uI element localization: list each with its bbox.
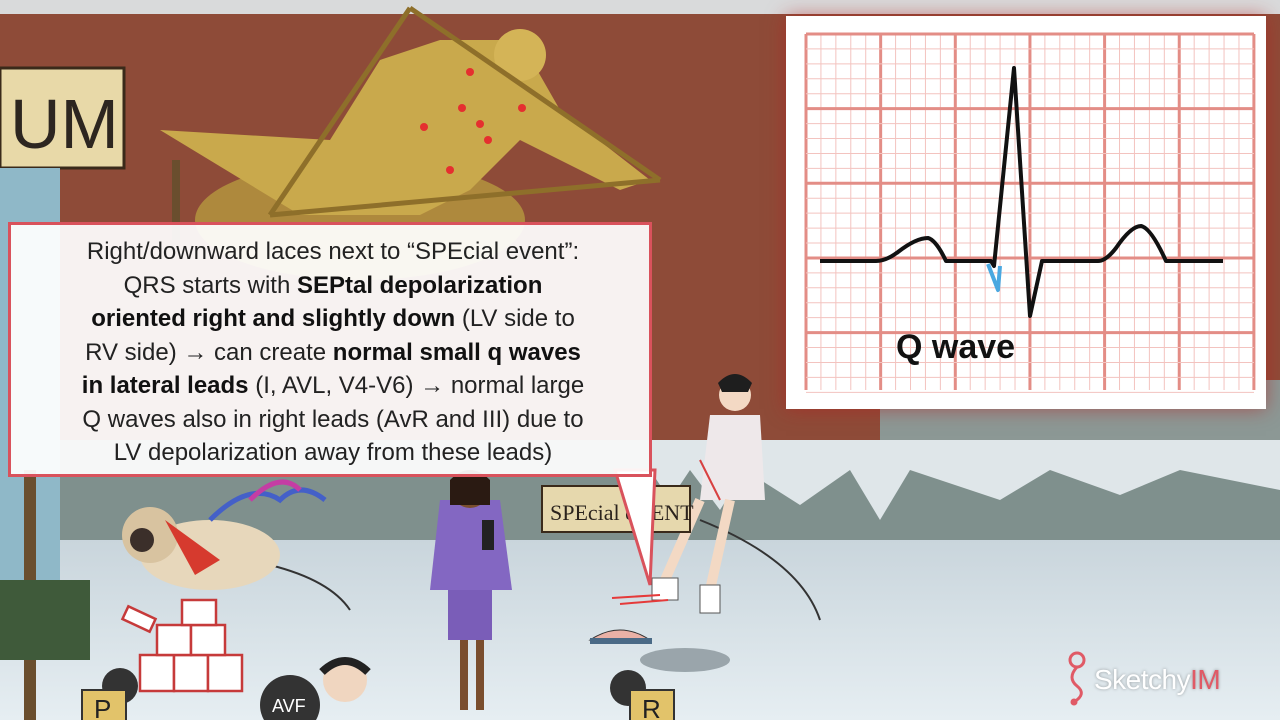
- q-wave-highlight: [986, 263, 1002, 292]
- icicles: [650, 440, 1280, 520]
- svg-text:R: R: [642, 694, 661, 720]
- callout-line-4-bold: normal small q waves: [332, 338, 581, 366]
- event-sign-text: SPEcial eVENT: [550, 500, 694, 525]
- museum-sign-text: UM: [10, 85, 119, 163]
- mic-right: R: [610, 670, 675, 720]
- svg-text:AVF: AVF: [272, 696, 306, 716]
- stethoscope-icon: [1068, 651, 1086, 706]
- box-pyramid: [120, 598, 244, 693]
- museum-sign-board: [0, 66, 126, 170]
- callout-line-5: in lateral leads (I, AVL, V4-V6) → norma…: [11, 369, 655, 403]
- callout-line-7: LV depolarization away from these leads): [113, 439, 553, 466]
- callout-line-1: Right/downward laces next to “SPEcial ev…: [86, 238, 580, 265]
- callout-line-5-bold: in lateral leads: [81, 372, 249, 399]
- svg-text:P: P: [94, 694, 111, 720]
- callout-line-3-a: (LV side to: [455, 305, 575, 332]
- callout-line-4: RV side) → can create normal small q wav…: [11, 336, 655, 370]
- event-sign-board: [541, 485, 691, 533]
- green-table: [0, 580, 90, 660]
- statue-pole: [172, 160, 180, 240]
- callout-line-3-bold: oriented right and slightly down: [91, 305, 456, 332]
- sketchy-logo: SketchyIM: [1060, 650, 1260, 706]
- explanation-callout: Right/downward laces next to “SPEcial ev…: [8, 222, 652, 477]
- logo-text: SketchyIM: [1094, 664, 1221, 696]
- callout-line-6: Q waves also in right leads (AvR and III…: [82, 405, 584, 433]
- skate-trail-2: [269, 564, 351, 611]
- callout-text: Right/downward laces next to “SPEcial ev…: [11, 235, 655, 470]
- hat-brim: [590, 638, 652, 644]
- ice-shadow: [640, 648, 730, 672]
- ecg-panel: Q wave: [786, 16, 1266, 409]
- callout-line-3: oriented right and slightly down (LV sid…: [11, 302, 655, 336]
- callout-line-2: QRS starts with SEPtal depolarization: [11, 269, 655, 303]
- skater: [611, 374, 765, 614]
- ecg-grid-and-trace: [804, 32, 1256, 393]
- cameraman: AVF: [260, 657, 371, 720]
- logo-brand: Sketchy: [1094, 664, 1191, 695]
- callout-line-2-a: QRS starts with: [123, 271, 297, 299]
- q-wave-label: Q wave: [896, 328, 1016, 366]
- wall-top-snow: [0, 0, 1280, 14]
- callout-line-4-a: RV side) → can create: [85, 338, 333, 366]
- logo-suffix: IM: [1190, 664, 1221, 695]
- reporter: [430, 470, 512, 710]
- callout-line-2-bold: SEPtal depolarization: [296, 271, 543, 299]
- mic-left: P: [81, 668, 138, 720]
- ecg-trace: [820, 66, 1223, 318]
- pug-dog: [122, 479, 327, 590]
- callout-line-5-a: (I, AVL, V4-V6) → normal large: [248, 372, 585, 399]
